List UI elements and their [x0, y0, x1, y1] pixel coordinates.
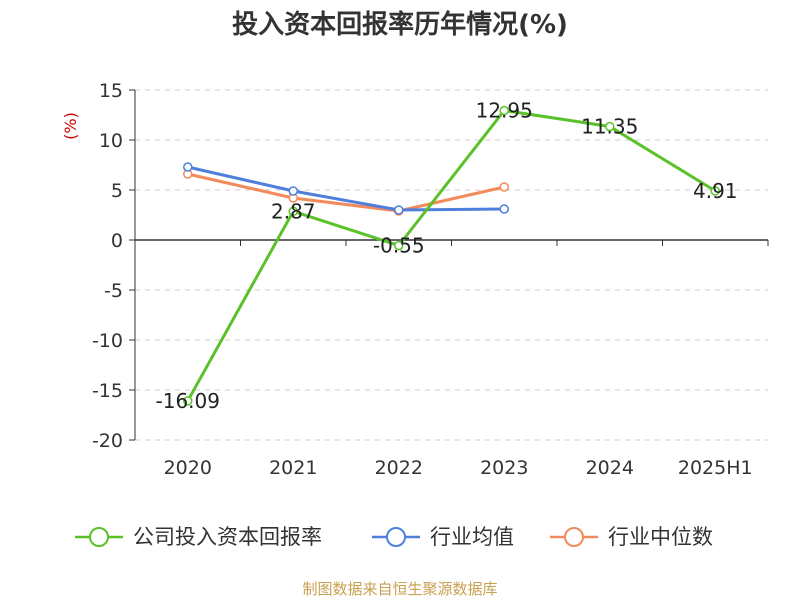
y-tick-label: 5 [111, 180, 123, 202]
y-tick-label: -10 [92, 330, 123, 352]
y-tick-label: 15 [99, 80, 123, 102]
data-point [499, 204, 509, 214]
y-tick-label: -20 [92, 430, 123, 452]
data-point [394, 205, 404, 215]
y-axis-label: (%) [61, 112, 80, 140]
data-label: 12.95 [476, 99, 533, 123]
legend-label: 行业均值 [430, 525, 514, 549]
legend-marker-icon [386, 527, 406, 547]
legend-item-1[interactable]: 行业均值 [372, 525, 514, 549]
x-tick-label: 2023 [480, 457, 528, 479]
x-tick-label: 2021 [269, 457, 317, 479]
y-tick-label: 0 [111, 230, 123, 252]
data-point [710, 186, 720, 196]
series-line-1 [187, 165, 505, 212]
chart-title: 投入资本回报率历年情况(%) [232, 10, 568, 40]
data-label: -16.09 [156, 389, 220, 413]
legend-label: 公司投入资本回报率 [133, 525, 322, 549]
data-point [605, 121, 615, 132]
series-line-2 [187, 172, 505, 213]
data-point [288, 206, 298, 217]
legend-item-0[interactable]: 公司投入资本回报率 [75, 525, 322, 549]
data-label: 2.87 [271, 199, 316, 223]
legend-marker-icon [564, 527, 584, 547]
x-tick-label: 2022 [375, 457, 423, 479]
series-line-0 [186, 109, 717, 402]
legend-item-2[interactable]: 行业中位数 [550, 525, 713, 549]
data-point [288, 186, 298, 196]
data-label: 4.91 [693, 179, 738, 203]
data-point [499, 182, 509, 192]
y-tick-label: -15 [92, 380, 123, 402]
x-tick-label: 2020 [164, 457, 212, 479]
source-note: 制图数据来自恒生聚源数据库 [302, 580, 498, 598]
y-tick-label: 10 [99, 130, 123, 152]
data-point [183, 396, 193, 406]
x-tick-label: 2025H1 [678, 457, 753, 479]
legend-marker-icon [89, 527, 109, 547]
data-label: -0.55 [373, 234, 425, 258]
legend-label: 行业中位数 [608, 525, 713, 549]
data-label: 11.35 [581, 115, 638, 139]
data-point [394, 240, 404, 251]
data-point [183, 162, 193, 172]
x-tick-label: 2024 [586, 457, 634, 479]
y-tick-label: -5 [104, 280, 123, 302]
data-point [499, 105, 509, 116]
